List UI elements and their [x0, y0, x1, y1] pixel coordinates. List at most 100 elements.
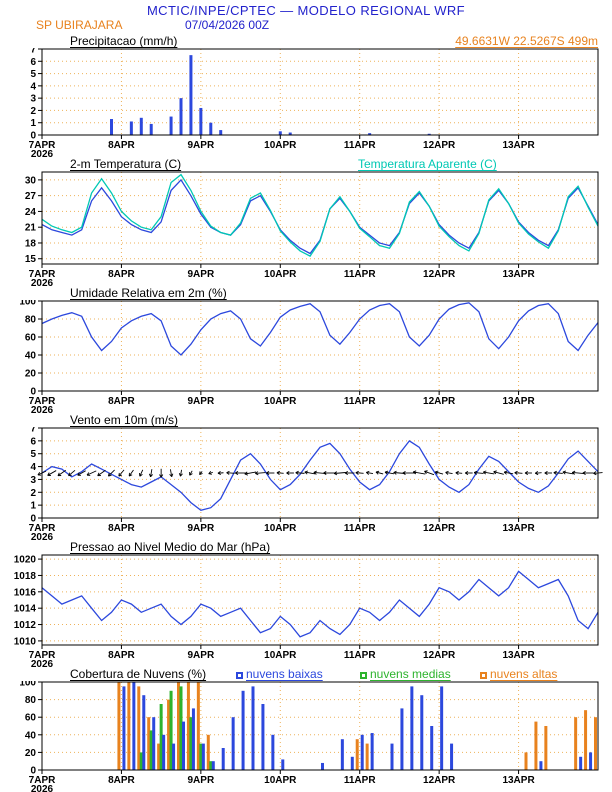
y-tick-label: 1020	[14, 555, 37, 566]
cloud-bar	[167, 699, 171, 770]
high-clouds-legend-label: nuvens altas	[490, 667, 558, 681]
wind-arrow	[47, 470, 57, 476]
y-tick-label: 4	[30, 81, 36, 92]
wind-arrow-head	[255, 471, 259, 474]
wind-arrow-head	[286, 472, 290, 476]
cloud-bar	[127, 682, 131, 770]
wind-arrow	[366, 471, 374, 475]
precip-bar	[199, 107, 203, 135]
plot-frame	[41, 300, 599, 392]
series-line	[41, 570, 599, 638]
series-layer	[41, 173, 599, 257]
wind-arrow	[504, 471, 514, 475]
wind-arrow-head	[503, 470, 508, 473]
wind-arrow-head	[412, 471, 416, 475]
plot-frame	[41, 681, 599, 771]
x-tick-label: 12APR	[423, 396, 456, 407]
x-tick-label: 12APR	[423, 269, 456, 280]
humidity-title-row: Umidade Relativa em 2m (%)	[0, 286, 612, 300]
wind-arrow-head	[255, 473, 259, 476]
wind-arrow-head	[118, 474, 122, 477]
wind-arrow-head	[266, 472, 270, 476]
wind-arrow-head	[445, 470, 449, 473]
cloud-bar	[172, 743, 176, 770]
wind-arrow-head	[514, 472, 518, 475]
y-tick-label: 3	[30, 94, 36, 105]
cloud-bar	[350, 756, 354, 770]
y-tick-label: 60	[25, 333, 37, 344]
y-tick-label: 0	[30, 387, 36, 398]
wind-arrow-head	[402, 470, 406, 474]
wind-arrow-head	[313, 470, 317, 473]
wind-arrow-head	[178, 473, 181, 477]
cloud-bar	[534, 721, 538, 770]
y-tick-label: 18	[25, 238, 37, 249]
wind-arrow-head	[455, 472, 459, 475]
precip-bar	[169, 116, 173, 135]
gridlines	[42, 49, 598, 135]
wind-arrow	[562, 471, 574, 475]
wind-arrow-head	[150, 474, 153, 478]
cloud-bar	[179, 686, 183, 770]
wind-arrow	[455, 472, 463, 474]
x-tick-label: 13APR	[502, 396, 535, 407]
wind-arrow	[435, 471, 444, 475]
wind-arrow	[355, 472, 364, 474]
wind-arrow-head	[159, 474, 162, 478]
cloud-bar	[221, 748, 225, 770]
wind-arrow-head	[534, 471, 539, 474]
wind-arrow-head	[483, 470, 487, 473]
precip-bar	[368, 133, 372, 135]
model-title: MCTIC/INPE/CPTEC — MODELO REGIONAL WRF	[146, 3, 466, 18]
y-tick-label: 100	[19, 681, 36, 689]
x-tick-label: 10APR	[264, 650, 297, 661]
year-label: 2026	[31, 532, 54, 540]
wind-arrow-head	[393, 472, 397, 475]
wind-arrow-head	[235, 470, 239, 474]
y-tick-label: 20	[25, 748, 37, 759]
precipitation-title: Precipitacao (mm/h)	[70, 34, 178, 48]
cloud-bar	[410, 686, 414, 770]
wind-title: Vento em 10m (m/s)	[70, 413, 179, 427]
wind-arrow	[474, 472, 484, 474]
wind-arrow-head	[355, 470, 359, 474]
panel-temperature: 2-m Temperatura (C) Temperatura Aparente…	[0, 157, 612, 286]
cloud-bar	[365, 743, 369, 770]
cloud-cover-title: Cobertura de Nuvens (%)	[70, 667, 207, 681]
x-tick-label: 7APR	[29, 650, 56, 661]
wind-arrow	[384, 471, 395, 475]
x-tick-label: 12APR	[423, 523, 456, 534]
wind-arrow-head	[313, 472, 317, 475]
wind-arrow-head	[107, 472, 110, 477]
cloud-bar	[117, 682, 121, 770]
cloud-bar	[440, 686, 444, 770]
cloud-cover-title-row: Cobertura de Nuvens (%) nuvens baixas nu…	[0, 667, 612, 681]
wind-arrow-head	[199, 473, 203, 475]
mid-clouds-legend-label: nuvens medias	[370, 667, 451, 681]
x-tick-label: 13APR	[502, 269, 535, 280]
cloud-bar	[132, 682, 136, 770]
cloud-bar	[157, 743, 161, 770]
y-tick-label: 3	[30, 475, 36, 486]
year-label: 2026	[31, 149, 54, 157]
wind-arrow-head	[402, 472, 406, 476]
y-tick-label: 80	[25, 695, 37, 706]
x-tick-label: 7APR	[29, 269, 56, 280]
y-tick-label: 5	[30, 69, 36, 80]
y-tick-label: 6	[30, 57, 36, 68]
cloud-bar	[430, 726, 434, 770]
plot-frame	[41, 48, 599, 136]
x-tick-label: 7APR	[29, 775, 56, 786]
wind-arrow-head	[37, 471, 41, 476]
wind-arrow-head	[524, 470, 529, 474]
wind-arrow	[553, 472, 563, 474]
x-tick-label: 9APR	[188, 396, 215, 407]
wind-arrow	[304, 471, 316, 475]
cloud-bar	[579, 756, 583, 770]
wind-arrow-head	[217, 472, 222, 476]
cloud-bar	[321, 762, 324, 770]
cloud-bar	[201, 743, 205, 770]
